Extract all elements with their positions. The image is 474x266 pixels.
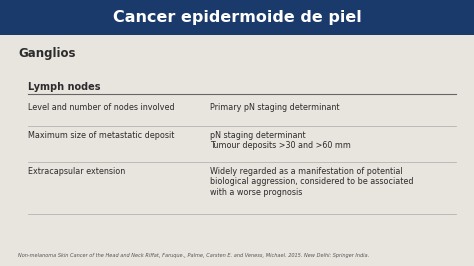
Text: Lymph nodes: Lymph nodes [28,82,100,92]
Text: Maximum size of metastatic deposit: Maximum size of metastatic deposit [28,131,174,140]
Text: Level and number of nodes involved: Level and number of nodes involved [28,103,174,112]
Text: pN staging determinant
Tumour deposits >30 and >60 mm: pN staging determinant Tumour deposits >… [210,131,351,150]
Text: Non-melanoma Skin Cancer of the Head and Neck Riffat, Faruque., Palme, Carsten E: Non-melanoma Skin Cancer of the Head and… [18,253,369,258]
Text: Widely regarded as a manifestation of potential
biological aggression, considere: Widely regarded as a manifestation of po… [210,167,413,197]
Text: Primary pN staging determinant: Primary pN staging determinant [210,103,339,112]
FancyBboxPatch shape [0,0,474,35]
Text: Ganglios: Ganglios [18,47,75,60]
Text: Extracapsular extension: Extracapsular extension [28,167,125,176]
Text: Cancer epidermoide de piel: Cancer epidermoide de piel [113,10,361,25]
